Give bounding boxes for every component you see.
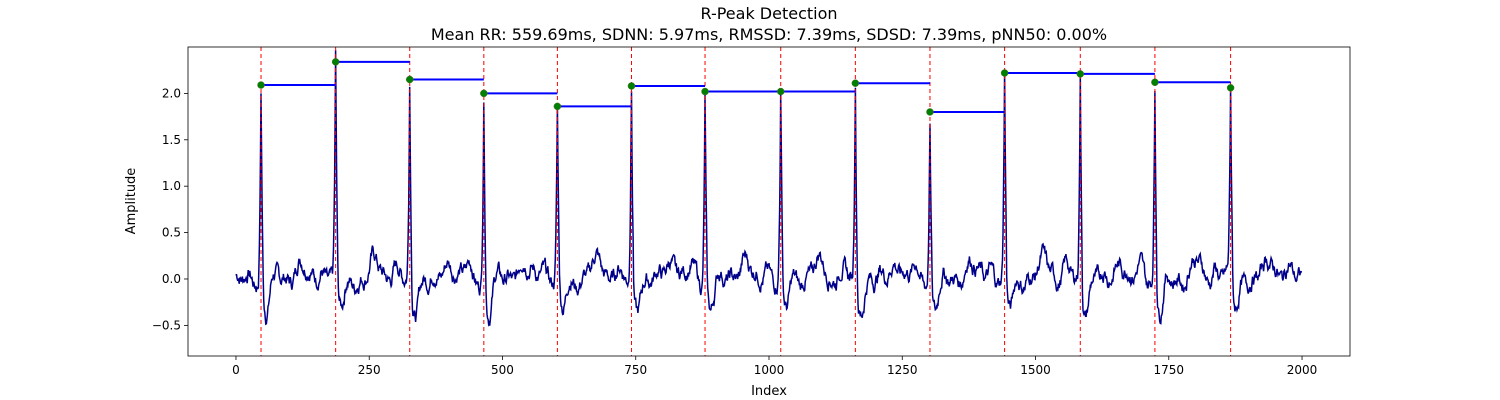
y-axis-label: Amplitude (124, 168, 139, 235)
x-axis: 0 250 500 750 1000 1250 1500 1750 2000 (232, 356, 1317, 377)
r-peak-marker (1226, 84, 1235, 92)
r-peak-marker (257, 81, 265, 89)
x-tick-label: 1250 (887, 363, 918, 377)
x-tick-label: 1750 (1153, 363, 1184, 377)
r-peak-marker (627, 82, 636, 90)
r-peak-marker (331, 58, 340, 66)
r-peak-marker (553, 102, 562, 111)
r-peak-marker (1000, 69, 1009, 77)
r-peak-marker (1151, 78, 1159, 87)
x-tick-label: 0 (232, 363, 240, 377)
r-peak-marker (701, 87, 709, 96)
plot-area (235, 47, 1303, 356)
r-peak-marker (851, 79, 860, 87)
x-tick-label: 1500 (1020, 363, 1051, 377)
x-tick-label: 1000 (754, 363, 785, 377)
x-axis-label: Index (751, 384, 787, 399)
chart-subtitle: Mean RR: 559.69ms, SDNN: 5.97ms, RMSSD: … (431, 25, 1107, 44)
r-peak-marker (1076, 70, 1085, 78)
x-tick-label: 750 (624, 363, 647, 377)
y-tick-label: 0.0 (162, 272, 181, 286)
ecg-signal-line (235, 50, 1303, 328)
y-tick-label: 1.0 (162, 179, 181, 193)
y-tick-label: 0.5 (162, 226, 181, 240)
y-tick-label: 2.0 (162, 86, 181, 100)
x-tick-label: 500 (491, 363, 514, 377)
r-peak-marker (480, 89, 488, 98)
r-peak-marker (926, 108, 934, 116)
chart-title: R-Peak Detection (700, 4, 837, 23)
y-tick-label: 1.5 (162, 133, 181, 147)
r-peak-marker (405, 75, 414, 84)
x-tick-label: 250 (358, 363, 381, 377)
x-tick-label: 2000 (1287, 363, 1318, 377)
y-tick-label: −0.5 (152, 318, 181, 332)
r-peak-marker (776, 87, 785, 96)
y-axis: −0.5 0.0 0.5 1.0 1.5 2.0 (152, 86, 188, 332)
plot-frame (187, 46, 1351, 357)
